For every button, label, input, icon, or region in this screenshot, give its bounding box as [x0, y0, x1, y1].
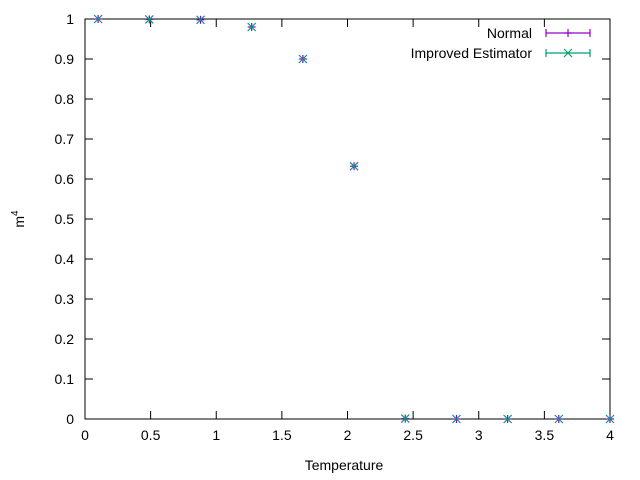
y-tick-label: 0	[66, 411, 74, 427]
legend-label: Improved Estimator	[411, 45, 533, 61]
y-axis-label: m4	[10, 210, 27, 228]
y-tick-label: 0.6	[55, 171, 75, 187]
data-point	[196, 15, 205, 25]
y-axis-label-base: m	[11, 216, 27, 228]
y-tick-label: 0.4	[55, 251, 75, 267]
legend-marker	[563, 48, 573, 58]
plot-frame	[84, 18, 611, 420]
y-tick-label: 1	[66, 11, 74, 27]
y-axis-label-superscript: 4	[10, 210, 21, 216]
x-tick-label: 3	[475, 427, 483, 443]
data-point	[605, 414, 615, 424]
data-point	[93, 14, 103, 24]
x-tick-label: 1	[212, 427, 220, 443]
data-point	[144, 14, 154, 24]
x-tick-label: 3.5	[535, 427, 555, 443]
data-point	[452, 414, 461, 424]
x-tick-label: 2	[344, 427, 352, 443]
legend: Normal Improved Estimator	[411, 25, 591, 61]
series-improved-estimator	[93, 14, 615, 424]
data-point	[400, 414, 410, 424]
data-point	[247, 22, 257, 32]
y-tick-label: 0.5	[55, 211, 75, 227]
ticks: 0 0.5 1 1.5 2 2.5 3 3.5 4 0 0.1 0.2 0.3 0.4 0.5 0.6 0.7 0…	[55, 11, 615, 443]
y-tick-label: 0.3	[55, 291, 75, 307]
marks	[93, 14, 615, 424]
data-point	[349, 161, 359, 171]
legend-item: Normal	[487, 25, 591, 41]
y-tick-label: 0.2	[55, 331, 75, 347]
data-point	[298, 54, 308, 64]
data-point	[554, 414, 564, 424]
x-axis-label: Temperature	[305, 457, 384, 473]
y-tick-label: 0.7	[55, 131, 75, 147]
y-tick-label: 0.1	[55, 371, 75, 387]
legend-marker	[564, 29, 572, 37]
y-tick-label: 0.8	[55, 91, 75, 107]
y-tick-label: 0.9	[55, 51, 75, 67]
x-tick-label: 4	[606, 427, 614, 443]
x-tick-label: 2.5	[403, 427, 423, 443]
x-tick-label: 0.5	[141, 427, 161, 443]
x-tick-label: 0	[81, 427, 89, 443]
series-normal	[94, 15, 614, 423]
data-point	[503, 414, 513, 424]
legend-label: Normal	[487, 25, 532, 41]
x-tick-label: 1.5	[272, 427, 292, 443]
legend-item: Improved Estimator	[411, 45, 591, 61]
